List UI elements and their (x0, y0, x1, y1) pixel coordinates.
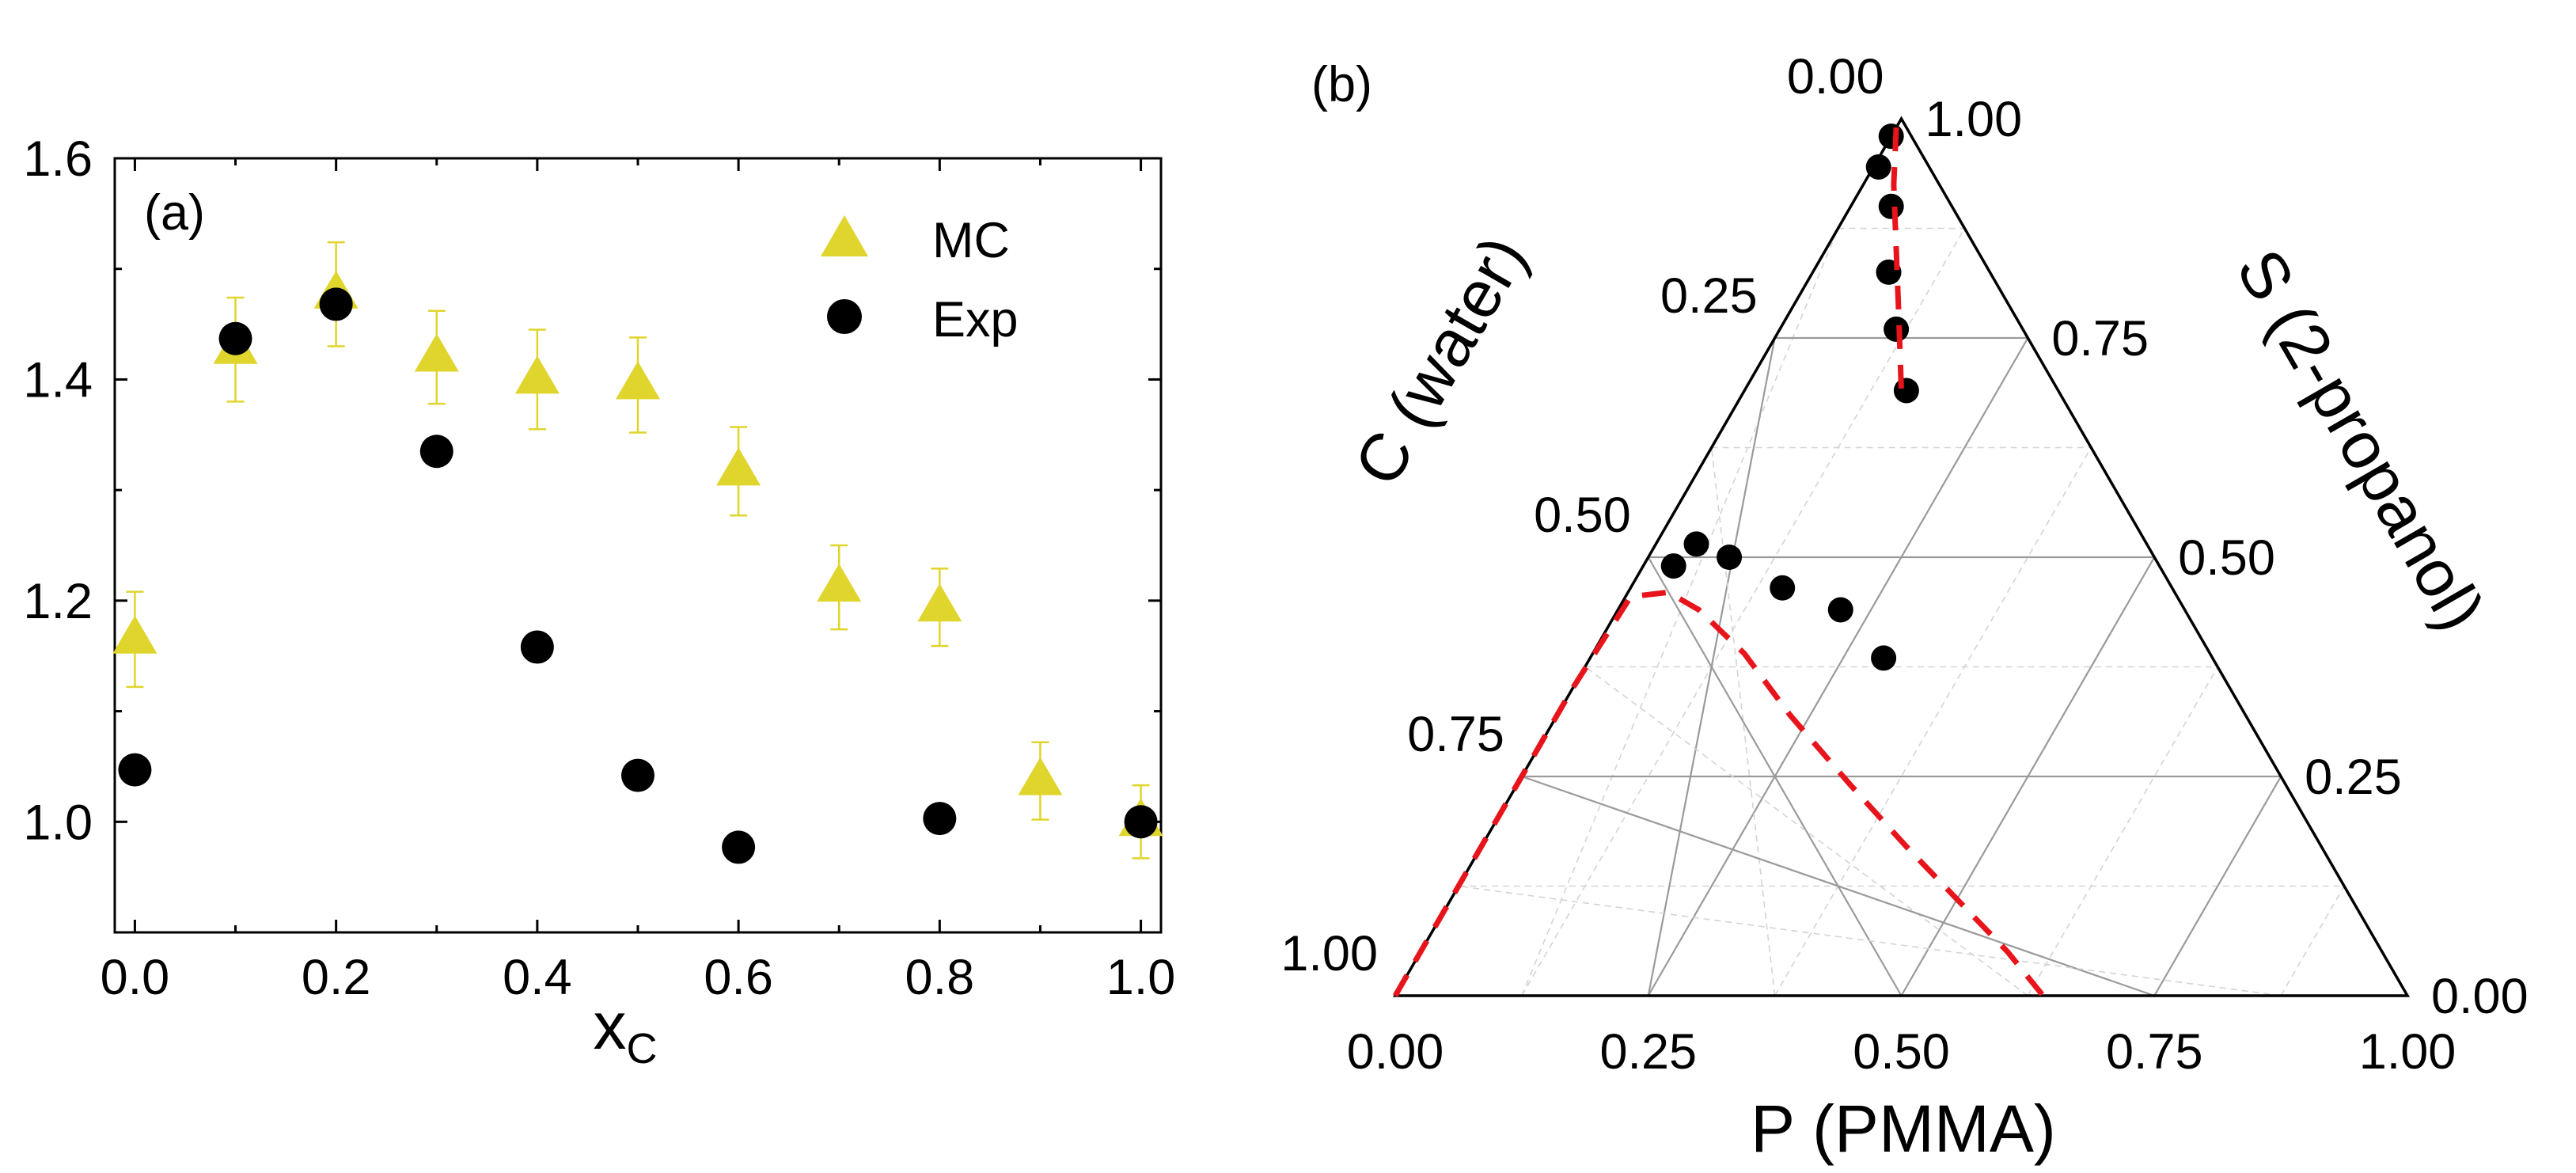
binodal-curve (1392, 589, 2046, 998)
exp-point (118, 753, 152, 787)
panel-a-scatter-plot: 0.0 0.2 0.4 0.6 0.8 1.0 1.0 1.2 1.4 1.6 (a) MC Ex… (23, 131, 1175, 1072)
y-tick-label: 1.2 (23, 574, 93, 629)
panel-a-label: (a) (144, 185, 205, 241)
exp-point (218, 321, 252, 355)
ternary-point (1878, 123, 1904, 150)
left-tick-label: 1.00 (1280, 926, 1378, 981)
exp-series (118, 287, 1158, 864)
mc-point (917, 583, 962, 622)
legend-mc-label: MC (932, 213, 1010, 268)
bottom-tick-label: 1.00 (2359, 1024, 2456, 1080)
panel-a-plot-frame (113, 157, 1163, 934)
x-axis-title-main: x (594, 989, 627, 1063)
ternary-grid-line (1521, 228, 1966, 996)
right-tick-label: 1.00 (1925, 92, 2023, 147)
left-tick-label: 0.00 (1787, 49, 1884, 104)
panel-b-ternary-plot: (b) 0.000.001.000.250.250.750.500.500.50… (1280, 49, 2528, 1166)
right-tick-label: 0.75 (2051, 311, 2149, 366)
x-axis-title-subscript: C (627, 1025, 658, 1072)
exp-point (419, 435, 453, 469)
ternary-point (1717, 545, 1743, 570)
right-tick-label: 0.00 (2431, 969, 2529, 1024)
ternary-grid-line (1521, 775, 2155, 997)
left-tick-label: 0.25 (1660, 268, 1758, 324)
ternary-tick-labels: 0.000.001.000.250.250.750.500.500.500.75… (1280, 49, 2528, 1080)
ternary-grid-line (1647, 337, 2029, 996)
ternary-point (1683, 531, 1709, 557)
y-tick-label: 1.4 (23, 352, 93, 408)
exp-point (923, 802, 957, 836)
legend-exp-marker (827, 299, 862, 334)
right-tick-label: 0.50 (2178, 530, 2275, 586)
ternary-point (1893, 378, 1919, 404)
left-tick-label: 0.75 (1407, 707, 1504, 762)
ternary-grid-line (1774, 447, 2092, 996)
left-axis-title: C (water) (1340, 223, 1541, 497)
x-tick-label: 0.2 (302, 950, 371, 1005)
panel-a-ticks: 0.0 0.2 0.4 0.6 0.8 1.0 1.0 1.2 1.4 1.6 (23, 131, 1175, 1005)
binodal-curve-group (1392, 127, 2046, 998)
right-tick-label: 0.25 (2305, 750, 2402, 805)
x-tick-label: 0.8 (905, 950, 975, 1005)
ternary-point (1770, 575, 1796, 601)
x-tick-label: 0.4 (503, 950, 572, 1005)
mc-point (514, 355, 560, 394)
ternary-point (1660, 553, 1686, 579)
ternary-grid-line (1647, 556, 1903, 996)
ternary-grid-line (2027, 666, 2218, 996)
bottom-tick-label: 0.75 (2106, 1024, 2203, 1080)
ternary-points (1660, 123, 1919, 671)
ternary-grid-line (1458, 885, 2282, 996)
binodal-curve-upper (1891, 127, 1904, 391)
bottom-tick-label: 0.50 (1853, 1024, 1950, 1080)
ternary-grid (1458, 227, 2345, 997)
ternary-grid-line (1710, 447, 1776, 996)
x-tick-label: 1.0 (1106, 950, 1176, 1005)
mc-point (716, 447, 761, 486)
bottom-tick-label: 0.25 (1599, 1024, 1697, 1080)
legend: MC Exp (821, 213, 1019, 347)
legend-exp-label: Exp (932, 292, 1019, 347)
mc-point (112, 615, 157, 654)
ternary-point (1878, 193, 1904, 219)
exp-point (722, 830, 756, 864)
ternary-point (1884, 316, 1910, 342)
bottom-axis-title: P (PMMA) (1751, 1091, 2056, 1166)
mc-point (817, 564, 862, 602)
mc-point (414, 333, 459, 372)
exp-point (319, 287, 353, 321)
ternary-frame (1392, 116, 2411, 997)
ternary-point (1827, 597, 1853, 623)
left-tick-label: 0.50 (1534, 488, 1631, 543)
panel-b-label: (b) (1311, 57, 1372, 112)
exp-point (621, 758, 654, 792)
exp-point (520, 630, 554, 664)
legend-mc-marker (821, 215, 868, 256)
ternary-grid-line (1584, 666, 2028, 996)
ternary-grid-line (2280, 886, 2345, 996)
y-tick-label: 1.6 (23, 131, 93, 187)
mc-point (616, 361, 660, 400)
x-axis-title: xC (594, 989, 658, 1072)
ternary-point (1871, 645, 1897, 671)
bottom-tick-label: 0.00 (1347, 1024, 1444, 1080)
exp-point (1124, 805, 1158, 839)
x-tick-label: 0.6 (704, 950, 773, 1005)
ternary-point (1865, 154, 1891, 180)
mc-point (1018, 757, 1063, 795)
ternary-grid-line (2153, 776, 2282, 996)
y-tick-label: 1.0 (23, 795, 93, 850)
x-tick-label: 0.0 (101, 950, 170, 1005)
